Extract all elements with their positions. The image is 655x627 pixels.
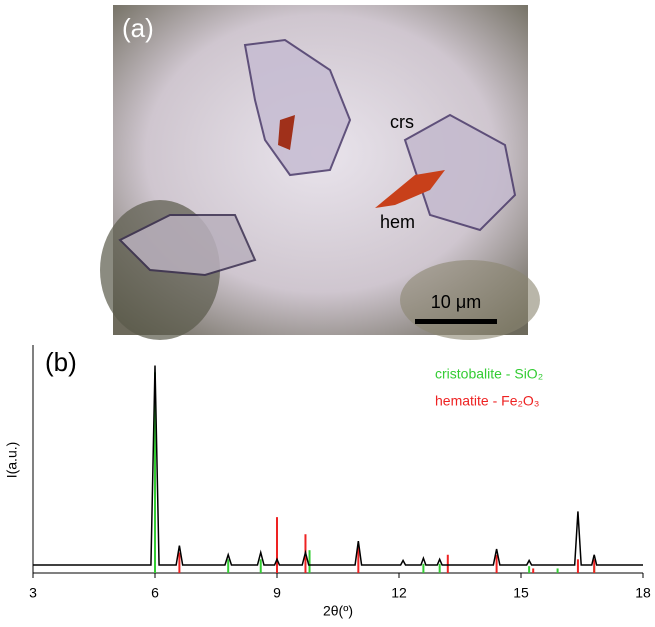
annotation: crs [390, 112, 414, 132]
x-tick-label: 6 [151, 585, 159, 601]
legend-entry: hematite - Fe₂O₃ [435, 393, 540, 409]
x-axis-label: 2θ(º) [323, 603, 353, 619]
x-tick-label: 3 [29, 585, 37, 601]
y-axis-label: I(a.u.) [4, 442, 20, 479]
figure: (a) crs hem 10 μm 3 6 9 12 15 18 2θ(º) I(a.u.) (… [0, 0, 655, 627]
micrograph: (a) crs hem 10 μm [100, 5, 540, 340]
scale-bar [415, 319, 497, 324]
chart: 3 6 9 12 15 18 2θ(º) I(a.u.) (b) cristobalite - S… [4, 345, 651, 619]
panel-label: (b) [45, 347, 77, 377]
x-tick-label: 9 [273, 585, 281, 601]
panel-label: (a) [122, 13, 154, 43]
annotation: hem [380, 212, 415, 232]
x-tick-label: 18 [635, 585, 651, 601]
xrd-pattern [33, 366, 643, 566]
scale-bar-label: 10 μm [431, 292, 481, 312]
x-tick-label: 12 [391, 585, 407, 601]
legend-entry: cristobalite - SiO₂ [435, 366, 543, 382]
x-tick-label: 15 [513, 585, 529, 601]
